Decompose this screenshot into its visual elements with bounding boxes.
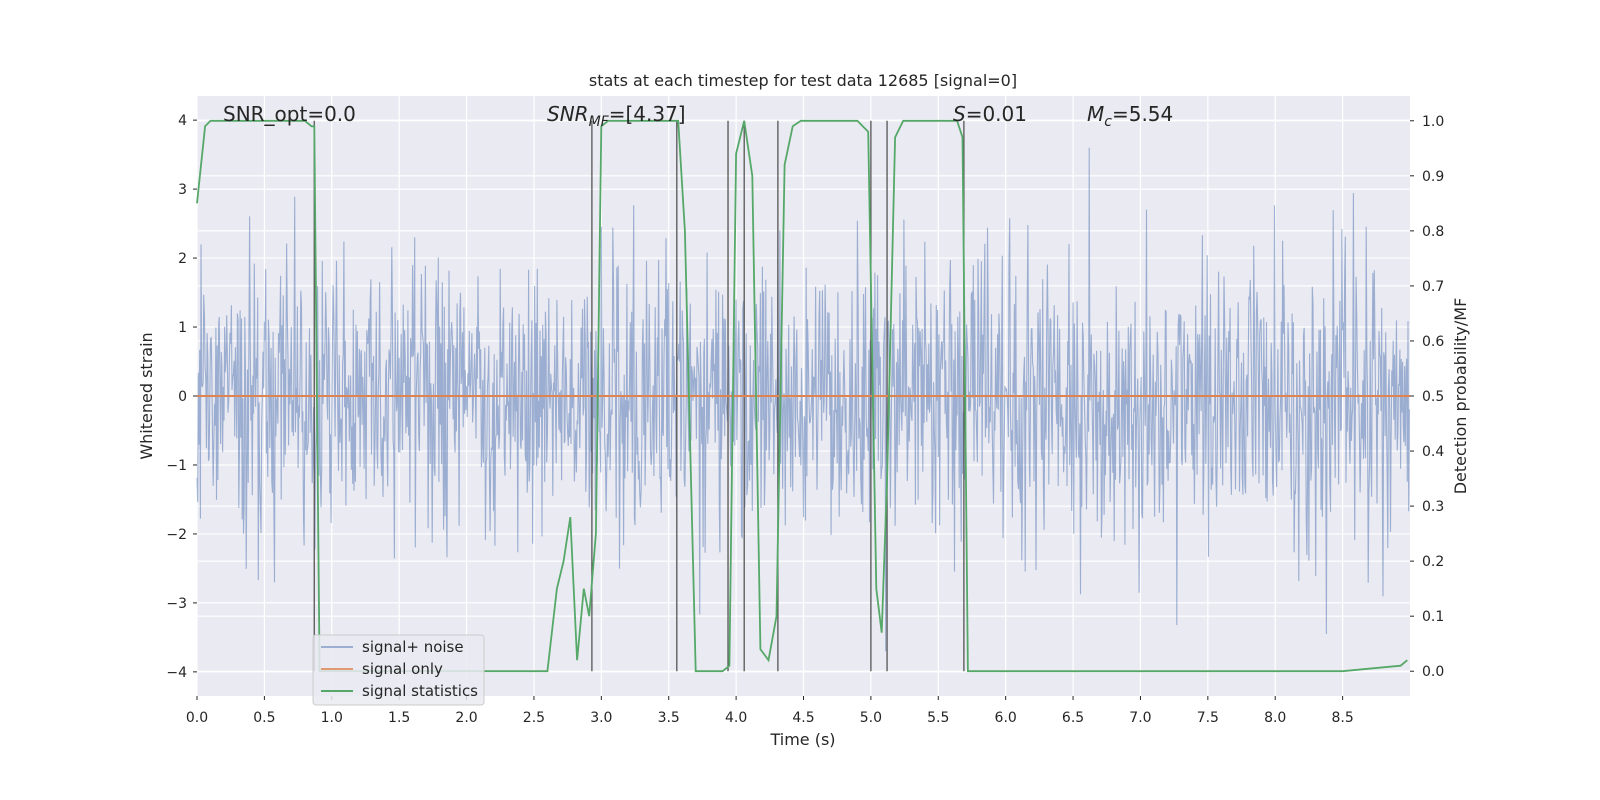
x-tick-label: 6.0 <box>995 710 1017 726</box>
snr-mf-value: =[4.37] <box>609 102 686 126</box>
x-tick-label: 3.5 <box>658 710 680 726</box>
x-tick-label: 3.0 <box>590 710 612 726</box>
x-tick-label: 7.0 <box>1129 710 1151 726</box>
y-tick-label: 3 <box>178 182 187 198</box>
annotation-mc: Mc=5.54 <box>1087 102 1173 130</box>
chart-title: stats at each timestep for test data 126… <box>589 71 1017 90</box>
y-tick-label: −3 <box>166 596 187 612</box>
annotation-snr-opt: SNR_opt=0.0 <box>223 102 356 126</box>
y2-tick-label: 0.9 <box>1422 169 1444 185</box>
y-axis-ticks: −4 −3 −2 −1 0 1 2 3 4 <box>166 113 197 681</box>
x-tick-label: 7.5 <box>1197 710 1219 726</box>
y2-tick-label: 0.3 <box>1422 499 1444 515</box>
snr-mf-prefix: SNR <box>547 102 589 126</box>
y-tick-label: 1 <box>178 320 187 336</box>
legend-box <box>312 634 485 706</box>
x-tick-label: 5.0 <box>860 710 882 726</box>
y-tick-label: 2 <box>178 251 187 267</box>
y-axis-label: Whitened strain <box>137 332 156 459</box>
x-tick-label: 8.0 <box>1264 710 1286 726</box>
mc-prefix: M <box>1087 102 1104 126</box>
x-tick-label: 0.0 <box>186 710 208 726</box>
mc-subscript: c <box>1104 114 1112 130</box>
x-axis-ticks: 0.0 0.5 1.0 1.5 2.0 2.5 3.0 3.5 4.0 4.5 5.0 5.5 6.0 6… <box>186 696 1354 726</box>
s-value: =0.01 <box>966 102 1027 126</box>
x-tick-label: 1.5 <box>388 710 410 726</box>
y2-tick-label: 0.1 <box>1422 609 1444 625</box>
y2-axis-ticks: 0.0 0.1 0.2 0.3 0.4 0.5 0.6 0.7 0.8 0.9 1.0 <box>1410 114 1444 680</box>
x-axis-label: Time (s) <box>769 730 835 749</box>
y2-tick-label: 0.6 <box>1422 334 1444 350</box>
y-tick-label: −1 <box>166 458 187 474</box>
noise-line <box>196 147 1410 652</box>
y2-tick-label: 0.2 <box>1422 554 1444 570</box>
x-tick-label: 4.0 <box>725 710 747 726</box>
series-signal-noise <box>196 147 1410 652</box>
y2-tick-label: 0.8 <box>1422 224 1444 240</box>
annotation-snr-mf: SNRMF=[4.37] <box>547 102 686 130</box>
x-tick-label: 0.5 <box>253 710 275 726</box>
y2-axis-label: Detection probability/MF <box>1451 298 1470 495</box>
legend-label-signal-only: signal only <box>362 660 443 678</box>
x-tick-label: 5.5 <box>927 710 949 726</box>
y2-tick-label: 0.5 <box>1422 389 1444 405</box>
x-tick-label: 1.0 <box>321 710 343 726</box>
mc-value: =5.54 <box>1112 102 1173 126</box>
legend-label-signal-statistics: signal statistics <box>362 682 478 700</box>
x-tick-label: 2.0 <box>455 710 477 726</box>
y2-tick-label: 0.4 <box>1422 444 1444 460</box>
y-tick-label: 4 <box>178 113 187 129</box>
x-tick-label: 2.5 <box>523 710 545 726</box>
y2-tick-label: 0.0 <box>1422 664 1444 680</box>
x-tick-label: 4.5 <box>792 710 814 726</box>
x-tick-label: 6.5 <box>1062 710 1084 726</box>
y-tick-label: −4 <box>166 665 187 681</box>
legend-label-signal-noise: signal+ noise <box>362 638 464 656</box>
annotation-s: S=0.01 <box>953 102 1027 126</box>
y2-tick-label: 1.0 <box>1422 114 1444 130</box>
y2-tick-label: 0.7 <box>1422 279 1444 295</box>
x-tick-label: 8.5 <box>1331 710 1353 726</box>
y-tick-label: −2 <box>166 527 187 543</box>
snr-mf-subscript: MF <box>589 114 610 130</box>
legend: signal+ noise signal only signal statist… <box>312 634 485 706</box>
s-prefix: S <box>953 102 966 126</box>
y-tick-label: 0 <box>178 389 187 405</box>
